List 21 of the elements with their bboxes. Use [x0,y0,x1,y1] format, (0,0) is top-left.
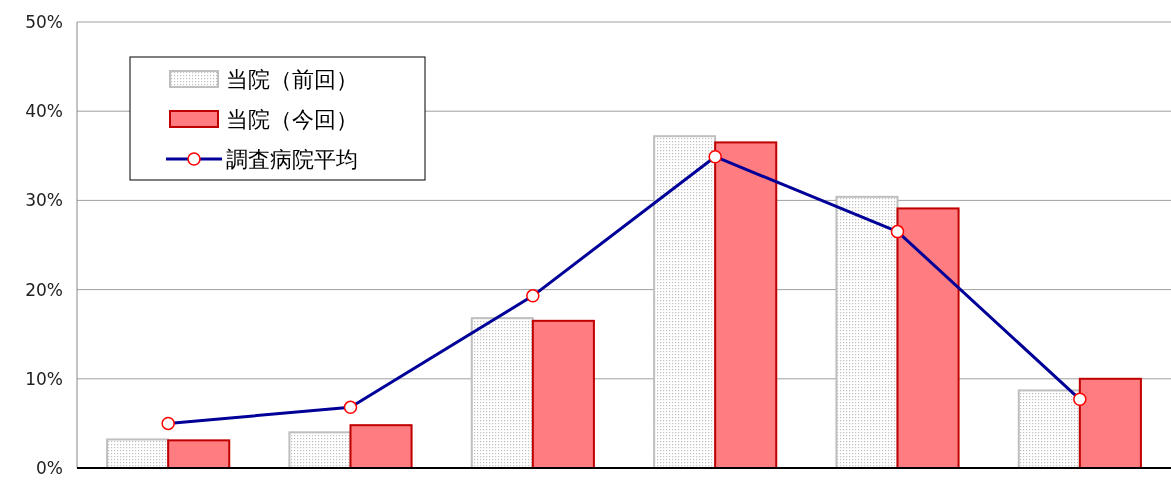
bar [1078,377,1142,469]
bar [288,431,352,469]
y-tick-label: 10% [25,368,63,389]
bar [1017,389,1081,469]
bar [653,135,717,469]
legend-label: 当院（前回） [226,67,358,92]
y-tick-label: 0% [36,458,63,478]
y-tick-label: 40% [25,101,63,122]
bar [896,207,960,469]
bar [531,319,595,469]
y-tick-label: 50% [25,12,63,32]
bar [835,195,899,469]
legend-label: 当院（今回） [226,107,358,132]
y-tick-label: 20% [25,279,63,300]
bar [106,438,170,469]
y-tick-label: 30% [25,190,63,211]
bar [470,317,534,469]
bar [167,439,231,469]
legend-label: 調査病院平均 [226,147,358,172]
bar [349,424,413,469]
bar [714,141,778,469]
